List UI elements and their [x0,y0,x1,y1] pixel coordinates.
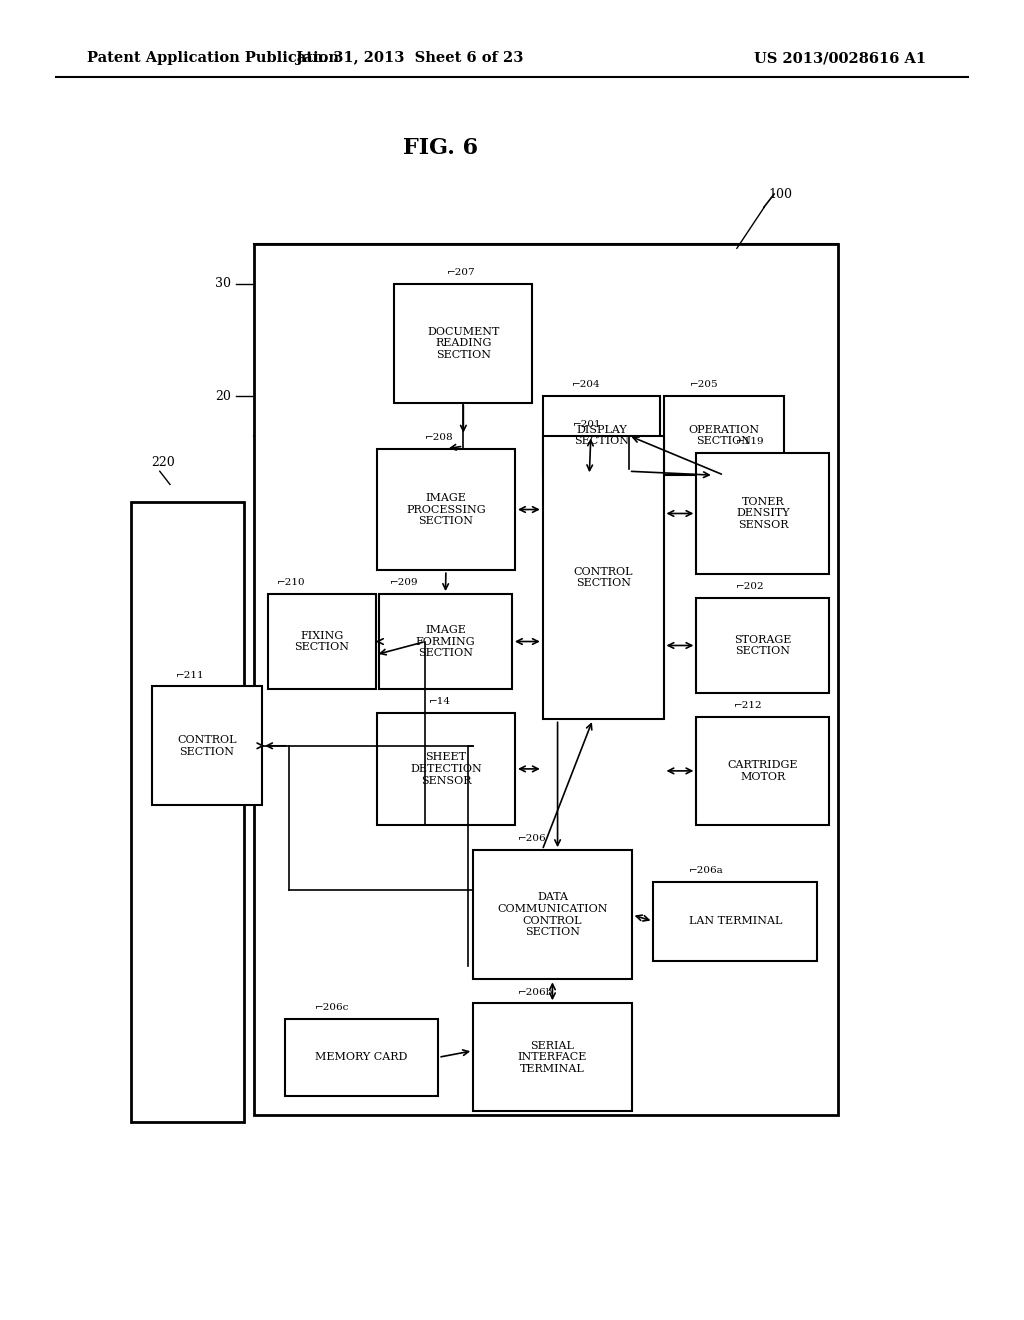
Text: IMAGE
PROCESSING
SECTION: IMAGE PROCESSING SECTION [407,492,485,527]
Bar [152,686,262,805]
Text: ⌐210: ⌐210 [276,578,305,587]
Text: 220: 220 [152,455,175,469]
Text: ⌐212: ⌐212 [733,701,762,710]
Bar [543,436,664,719]
Bar [394,284,532,403]
Bar [473,850,632,979]
Bar [696,717,829,825]
Text: ⌐119: ⌐119 [736,437,765,446]
Text: DOCUMENT
READING
SECTION: DOCUMENT READING SECTION [427,326,500,360]
Text: IMAGE
FORMING
SECTION: IMAGE FORMING SECTION [416,624,475,659]
Text: FIXING
SECTION: FIXING SECTION [295,631,349,652]
Text: DATA
COMMUNICATION
CONTROL
SECTION: DATA COMMUNICATION CONTROL SECTION [498,892,607,937]
Bar [285,1019,438,1096]
Text: CONTROL
SECTION: CONTROL SECTION [177,735,237,756]
Text: Patent Application Publication: Patent Application Publication [87,51,339,65]
Bar [377,713,515,825]
Text: ⌐208: ⌐208 [425,433,454,442]
Text: STORAGE
SECTION: STORAGE SECTION [734,635,792,656]
Bar [377,449,515,570]
Text: ⌐209: ⌐209 [389,578,418,587]
Text: LAN TERMINAL: LAN TERMINAL [688,916,782,927]
Bar [653,882,817,961]
Text: TONER
DENSITY
SENSOR: TONER DENSITY SENSOR [736,496,790,531]
Text: ⌐206: ⌐206 [517,834,546,843]
Text: ⌐204: ⌐204 [572,380,601,389]
Text: OPERATION
SECTION: OPERATION SECTION [688,425,760,446]
Text: ⌐14: ⌐14 [429,697,452,706]
Bar [664,396,784,475]
Bar [254,244,838,1115]
Text: ⌐201: ⌐201 [573,420,601,429]
Text: ⌐211: ⌐211 [176,671,205,680]
Text: 20: 20 [215,389,231,403]
Bar [543,396,660,475]
Bar [696,598,829,693]
Text: ⌐207: ⌐207 [446,268,475,277]
Text: ⌐206a: ⌐206a [689,866,724,875]
Text: ⌐202: ⌐202 [736,582,765,591]
Text: CARTRIDGE
MOTOR: CARTRIDGE MOTOR [728,760,798,781]
Bar [131,502,244,1122]
Text: CONTROL
SECTION: CONTROL SECTION [573,566,633,589]
Text: SHEET
DETECTION
SENSOR: SHEET DETECTION SENSOR [410,752,482,785]
Bar [268,594,376,689]
Text: 30: 30 [215,277,231,290]
Text: 100: 100 [768,187,792,201]
Text: US 2013/0028616 A1: US 2013/0028616 A1 [754,51,926,65]
Text: SERIAL
INTERFACE
TERMINAL: SERIAL INTERFACE TERMINAL [518,1040,587,1074]
Bar [696,453,829,574]
Text: MEMORY CARD: MEMORY CARD [315,1052,408,1063]
Text: FIG. 6: FIG. 6 [402,137,478,158]
Bar [473,1003,632,1111]
Text: DISPLAY
SECTION: DISPLAY SECTION [574,425,629,446]
Bar [379,594,512,689]
Text: Jan. 31, 2013  Sheet 6 of 23: Jan. 31, 2013 Sheet 6 of 23 [296,51,523,65]
Text: ⌐205: ⌐205 [690,380,719,389]
Text: ⌐206c: ⌐206c [315,1003,350,1012]
Text: ⌐206b: ⌐206b [517,987,553,997]
